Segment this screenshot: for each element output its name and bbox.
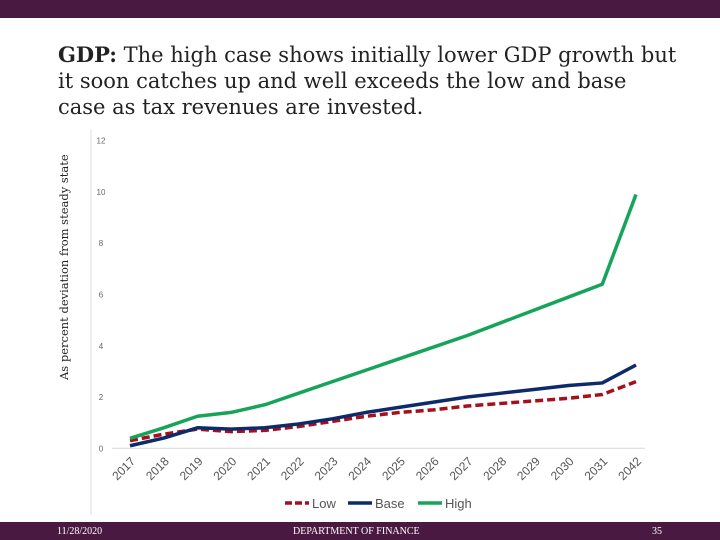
y-tick-label: 0: [99, 444, 104, 453]
footer-bar: 11/28/2020 DEPARTMENT OF FINANCE 35: [0, 522, 720, 540]
legend-label-low: Low: [312, 496, 336, 511]
slide-title: GDP: The high case shows initially lower…: [58, 42, 678, 120]
footer-date: 11/28/2020: [57, 526, 103, 537]
series-line-high: [129, 193, 638, 440]
x-tick-label: 2017: [109, 454, 138, 483]
x-tick-label: 2042: [615, 454, 644, 483]
x-tick-label: 2022: [278, 454, 307, 483]
x-tick-label: 2028: [480, 454, 509, 483]
page-number: 35: [652, 526, 662, 537]
x-tick-label: 2019: [177, 454, 206, 483]
legend-label-high: High: [445, 496, 472, 511]
title-text: The high case shows initially lower GDP …: [58, 43, 677, 119]
y-tick-label: 6: [99, 291, 104, 300]
y-tick-label: 12: [97, 137, 106, 146]
legend-label-base: Base: [375, 496, 405, 511]
x-tick-label: 2030: [548, 454, 577, 483]
header-bar: [0, 0, 720, 18]
x-tick-label: 2018: [143, 454, 172, 483]
x-tick-label: 2027: [447, 454, 476, 483]
x-tick-label: 2025: [379, 454, 408, 483]
series-line-low: [129, 380, 637, 443]
y-tick-label: 8: [99, 239, 104, 248]
y-tick-label: 10: [97, 188, 106, 197]
footer-org: DEPARTMENT OF FINANCE: [293, 526, 420, 537]
x-tick-label: 2020: [211, 454, 240, 483]
y-tick-label: 2: [99, 393, 104, 402]
x-tick-label: 2026: [413, 454, 442, 483]
y-tick-label: 4: [99, 342, 104, 351]
series-line-base: [129, 363, 637, 448]
x-tick-label: 2031: [582, 454, 611, 483]
x-tick-label: 2021: [244, 454, 273, 483]
title-bold: GDP:: [58, 42, 117, 67]
x-tick-label: 2029: [514, 454, 543, 483]
x-tick-label: 2024: [345, 454, 374, 483]
x-tick-label: 2023: [312, 454, 341, 483]
